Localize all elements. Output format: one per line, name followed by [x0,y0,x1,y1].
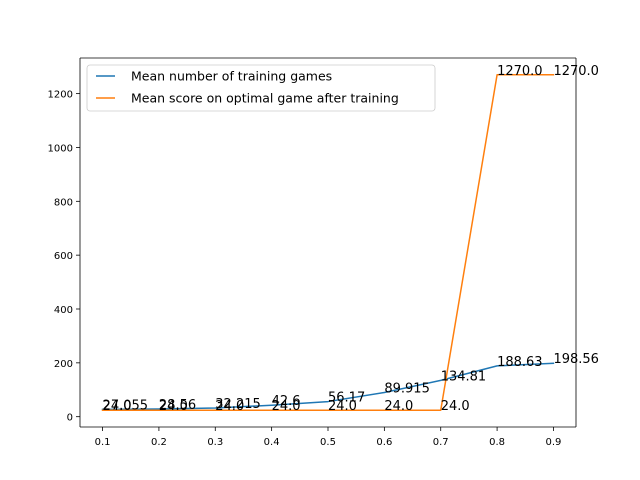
y-tick-label-2: 200 [54,359,73,370]
data-label-series-2-point-8: 1270.0 [497,64,542,79]
series-line-2 [101,74,555,411]
x-tick-label-7: 0.7 [433,437,449,448]
y-tick-label-1: 0 [67,413,73,424]
x-tick-label-3: 0.3 [207,437,223,448]
data-label-series-1-point-5: 56.17 [328,391,365,406]
x-tick-label-2: 0.2 [151,437,167,448]
plot-background [80,58,576,427]
plot-area [80,58,576,427]
y-tick-label-7: 1200 [48,90,73,101]
x-tick-label-9: 0.9 [545,437,561,448]
data-label-series-2-point-3: 24.0 [215,399,244,414]
data-label-series-2-point-2: 24.0 [159,399,188,414]
data-label-series-1-point-2: 28.56 [159,398,196,413]
x-tick-label-1: 0.1 [95,437,111,448]
x-tick-label-8: 0.8 [489,437,505,448]
x-tick-label-5: 0.5 [320,437,336,448]
data-label-series-2-point-7: 24.0 [441,399,470,414]
legend-entry-2: Mean score on optimal game after trainin… [131,91,399,106]
data-label-series-2-point-4: 24.0 [272,399,301,414]
data-label-series-1-point-1: 27.055 [103,398,149,413]
y-tick-label-5: 800 [54,197,73,208]
data-label-series-2-point-6: 24.0 [384,399,413,414]
data-label-series-1-point-6: 89.915 [384,381,430,396]
y-tick-label-6: 1000 [48,143,73,154]
x-tick-label-4: 0.4 [264,437,280,448]
series-layer [101,74,555,411]
y-tick-label-3: 400 [54,305,73,316]
y-tick-label-4: 600 [54,251,73,262]
legend-box [86,64,436,112]
data-label-series-2-point-1: 24.0 [103,399,132,414]
data-label-series-2-point-5: 24.0 [328,399,357,414]
legend: Mean number of training games Mean score … [86,64,436,112]
data-label-series-1-point-8: 188.63 [497,355,542,370]
series-line-1 [101,362,555,411]
data-label-series-1-point-3: 32.215 [215,397,261,412]
legend-entry-1: Mean number of training games [131,69,332,84]
x-tick-label-6: 0.6 [376,437,392,448]
axes-layer: 0.1 0.2 0.3 0.4 0.5 0.6 0.7 0.8 0.9 0 200 400 600 800… [48,57,577,448]
data-label-series-1-point-4: 42.6 [272,394,301,409]
data-label-series-1-point-7: 134.81 [441,369,487,384]
data-labels-layer: 27.055 28.56 32.215 42.6 56.17 89.915 134.81 18… [103,64,599,414]
